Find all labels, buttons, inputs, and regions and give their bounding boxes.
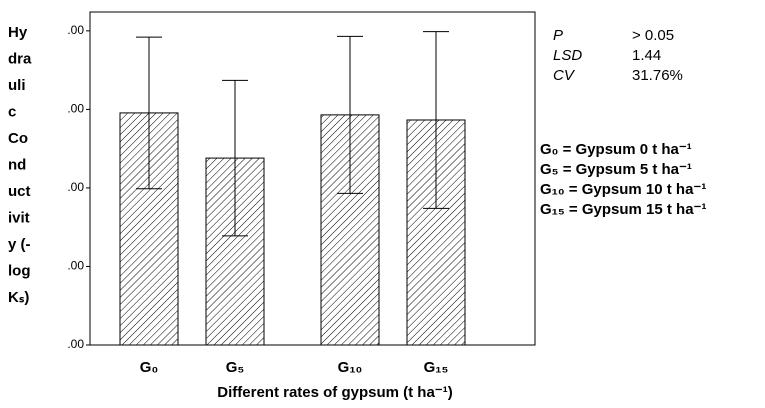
y-axis-label: uli xyxy=(8,77,26,94)
stat-value: 31.76% xyxy=(632,67,683,84)
y-axis-label: log xyxy=(8,262,31,279)
y-axis-label: nd xyxy=(8,156,26,173)
y-axis-label: Co xyxy=(8,130,28,147)
y-axis-label: y (- xyxy=(8,236,31,253)
x-tick-label: G₁₀ xyxy=(338,359,363,376)
y-tick-label: .00 xyxy=(67,23,84,37)
stat-value: > 0.05 xyxy=(632,27,674,44)
y-axis-label: c xyxy=(8,103,16,120)
stat-label: LSD xyxy=(553,47,582,64)
plot-frame xyxy=(89,11,536,346)
legend-note: G₀ = Gypsum 0 t ha⁻¹ xyxy=(540,141,692,158)
bar xyxy=(320,114,380,346)
x-axis-label: Different rates of gypsum (t ha⁻¹) xyxy=(217,384,452,401)
y-axis-label: Kₛ) xyxy=(8,289,29,306)
y-axis-label: ivit xyxy=(8,209,30,226)
x-tick-label: G₁₅ xyxy=(424,359,449,376)
stat-value: 1.44 xyxy=(632,47,661,64)
y-tick-label: .00 xyxy=(67,102,84,116)
y-axis-label: Hy xyxy=(8,24,28,41)
stat-label: CV xyxy=(553,67,576,84)
y-tick-label: .00 xyxy=(67,259,84,273)
y-tick-label: .00 xyxy=(67,337,84,351)
y-axis-label: dra xyxy=(8,50,32,67)
legend-note: G₁₅ = Gypsum 15 t ha⁻¹ xyxy=(540,201,706,218)
x-tick-label: G₅ xyxy=(226,359,245,376)
legend-note: G₅ = Gypsum 5 t ha⁻¹ xyxy=(540,161,692,178)
stat-label: P xyxy=(553,27,563,44)
y-tick-label: .00 xyxy=(67,180,84,194)
legend-note: G₁₀ = Gypsum 10 t ha⁻¹ xyxy=(540,181,706,198)
y-axis-label: uct xyxy=(8,183,31,200)
x-tick-label: G₀ xyxy=(140,359,158,376)
